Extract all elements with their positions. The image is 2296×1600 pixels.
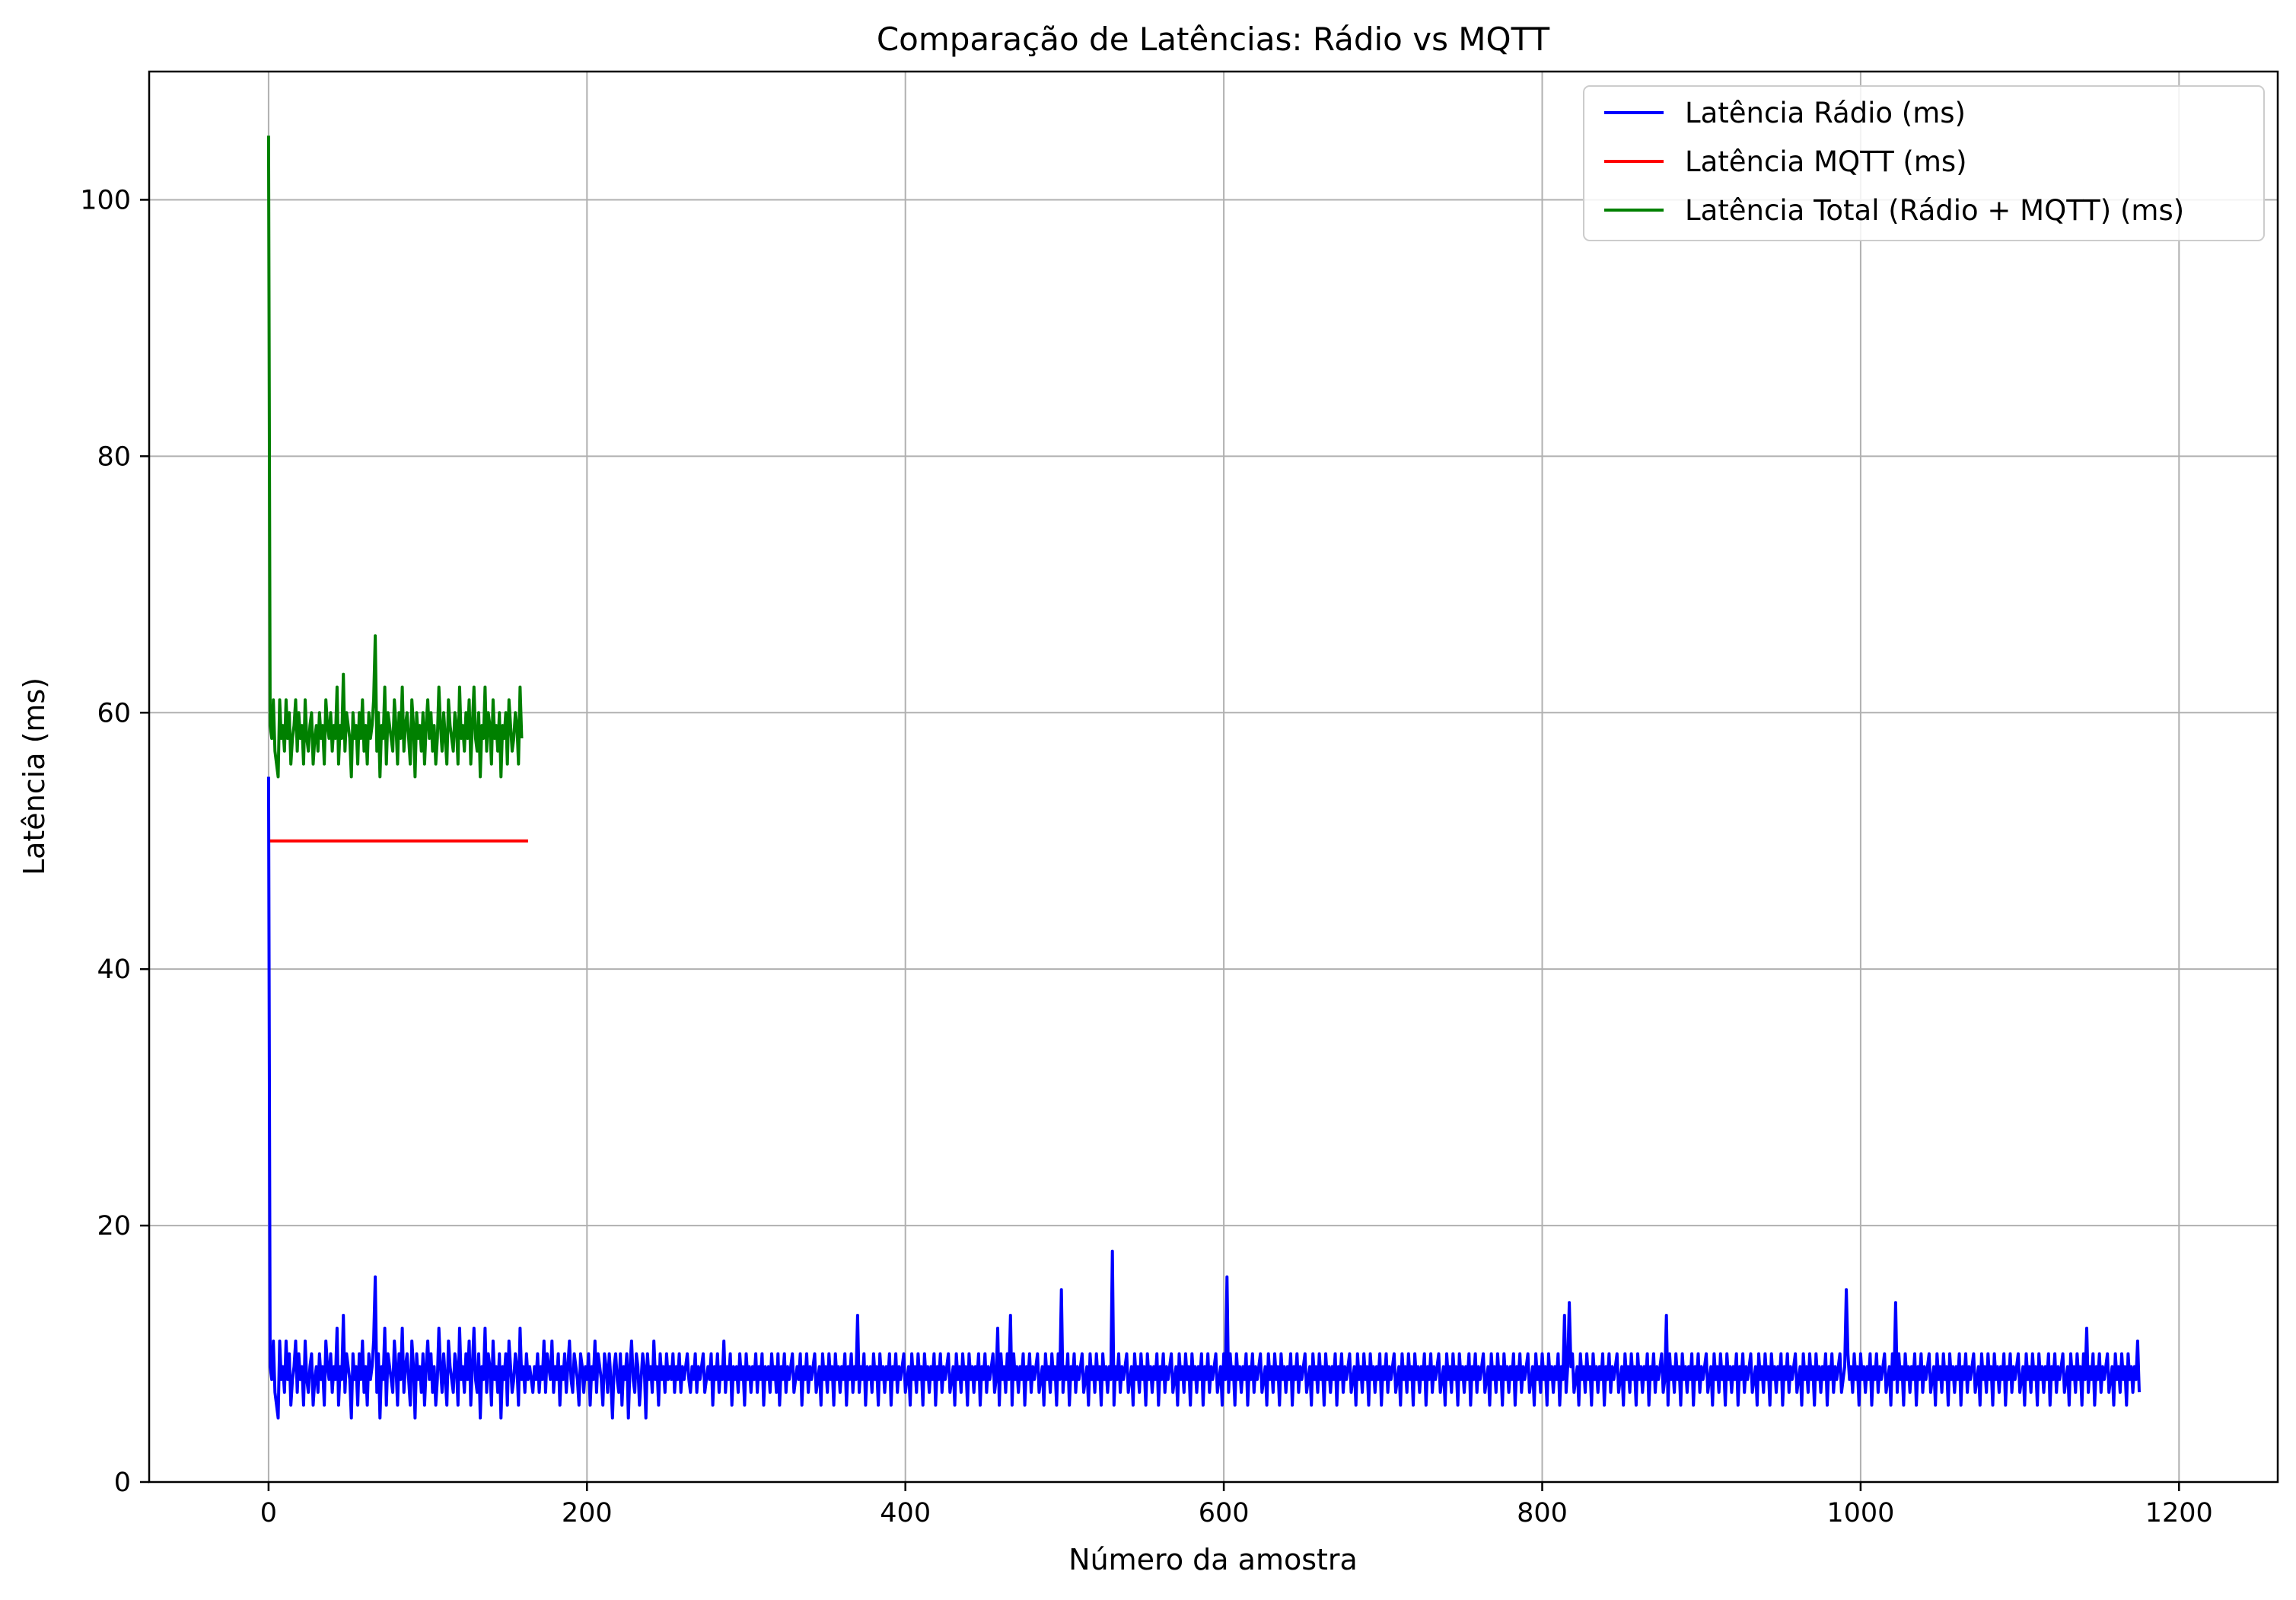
y-tick-label: 60 — [97, 698, 131, 728]
legend-label-mqtt: Latência MQTT (ms) — [1685, 145, 1967, 178]
y-tick-label: 20 — [97, 1211, 131, 1241]
y-axis-label: Latência (ms) — [18, 677, 51, 875]
x-tick-label: 1200 — [2145, 1498, 2213, 1528]
x-tick-label: 0 — [260, 1498, 277, 1528]
y-tick-label: 80 — [97, 441, 131, 472]
x-tick-label: 800 — [1517, 1498, 1568, 1528]
y-axis-ticks: 0 20 40 60 80 100 — [80, 185, 149, 1498]
series-line-radio — [266, 776, 2141, 1420]
x-tick-label: 1000 — [1826, 1498, 1894, 1528]
x-axis-ticks: 0 200 400 600 800 1000 1200 — [260, 1482, 2213, 1528]
x-axis-label: Número da amostra — [1068, 1543, 1358, 1576]
legend-label-radio: Latência Rádio (ms) — [1685, 97, 1966, 129]
chart-title: Comparação de Latências: Rádio vs MQTT — [877, 21, 1550, 58]
x-tick-label: 200 — [562, 1498, 613, 1528]
series-line-total — [266, 135, 524, 779]
x-tick-label: 400 — [880, 1498, 931, 1528]
legend: Latência Rádio (ms) Latência MQTT (ms) L… — [1583, 85, 2265, 241]
legend-label-total: Latência Total (Rádio + MQTT) (ms) — [1685, 194, 2184, 227]
legend-box — [1583, 85, 2265, 241]
y-tick-label: 40 — [97, 955, 131, 985]
y-tick-label: 100 — [80, 185, 131, 215]
y-tick-label: 0 — [114, 1468, 131, 1498]
plot-area-frame — [148, 70, 2279, 1484]
series-lines — [266, 135, 2141, 1420]
x-tick-label: 600 — [1199, 1498, 1250, 1528]
